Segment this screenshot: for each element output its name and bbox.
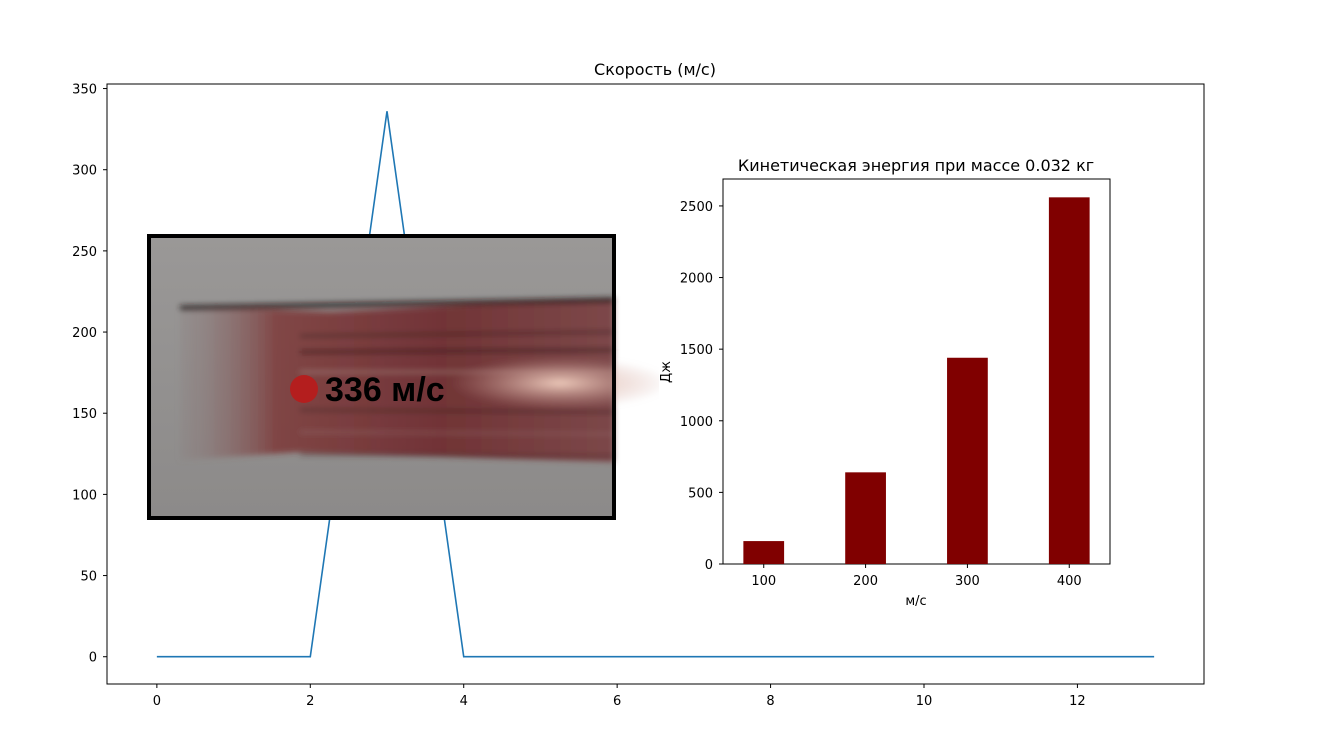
bar-y-axis: 0 500 1000 1500 2000 2500 — [680, 200, 723, 573]
bar-y-tick-label: 1000 — [680, 415, 713, 430]
bar-x-tick-label: 200 — [853, 574, 878, 589]
bar-y-tick-label: 0 — [705, 558, 713, 573]
energy-bar — [1048, 197, 1090, 565]
main-y-tick-label: 50 — [80, 570, 97, 585]
main-x-tick-label: 10 — [916, 694, 933, 709]
main-y-tick-label: 200 — [72, 326, 97, 341]
bar-y-axis-label: Дж — [659, 361, 674, 383]
main-chart-title: Скорость (м/с) — [594, 60, 716, 79]
bar-plot-frame — [722, 178, 1111, 565]
main-y-tick-label: 300 — [72, 164, 97, 179]
main-series-group — [156, 111, 1155, 658]
main-y-tick-label: 150 — [72, 407, 97, 422]
main-y-tick-label: 350 — [72, 83, 97, 98]
energy-bar — [845, 472, 886, 564]
speed-series-line — [156, 111, 1155, 658]
main-x-axis: 0 2 4 6 8 10 12 — [153, 684, 1086, 709]
bar-series-group — [743, 197, 1090, 565]
main-x-tick-label: 12 — [1069, 694, 1086, 709]
main-x-tick-label: 0 — [153, 694, 161, 709]
photo-frame — [147, 234, 616, 520]
bar-y-tick-label: 2500 — [680, 200, 713, 215]
bar-x-tick-label: 400 — [1057, 574, 1082, 589]
bar-x-tick-label: 300 — [955, 574, 980, 589]
bar-x-axis-label: м/с — [905, 594, 926, 609]
bar-y-tick-label: 2000 — [680, 272, 713, 287]
bar-y-tick-label: 500 — [688, 486, 713, 501]
energy-bar — [947, 357, 988, 564]
kinetic-energy-bar-chart: Кинетическая энергия при массе 0.032 кг … — [659, 142, 1164, 615]
speed-photo-inset: 336 м/с — [147, 234, 670, 520]
main-x-tick-label: 6 — [613, 694, 621, 709]
main-y-tick-label: 0 — [89, 651, 97, 666]
bar-y-tick-label: 1500 — [680, 343, 713, 358]
main-x-tick-label: 2 — [306, 694, 314, 709]
bar-x-axis: 100 200 300 400 — [751, 564, 1082, 589]
main-x-tick-label: 8 — [766, 694, 774, 709]
main-y-tick-label: 250 — [72, 245, 97, 260]
energy-bar — [743, 541, 785, 564]
main-x-tick-label: 4 — [460, 694, 468, 709]
main-y-tick-label: 100 — [72, 488, 97, 503]
main-y-axis: 0 50 100 150 200 250 300 350 — [72, 83, 107, 666]
bar-x-tick-label: 100 — [751, 574, 776, 589]
red-marker-dot — [290, 375, 318, 403]
bar-chart-title: Кинетическая энергия при массе 0.032 кг — [738, 156, 1094, 175]
speed-readout-label: 336 м/с — [325, 371, 445, 409]
